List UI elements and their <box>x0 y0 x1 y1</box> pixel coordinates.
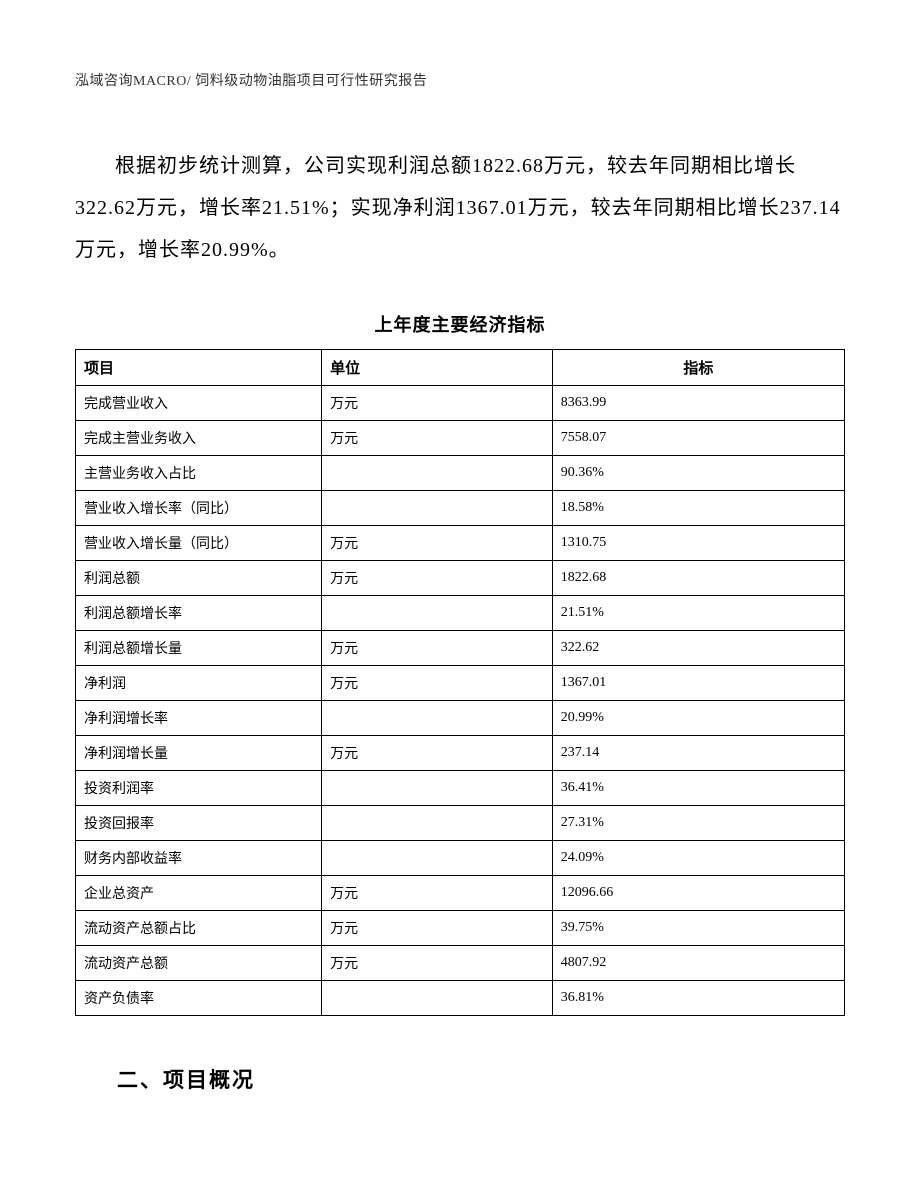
cell-item: 企业总资产 <box>76 876 322 911</box>
cell-value: 39.75% <box>552 911 844 946</box>
cell-unit <box>322 771 553 806</box>
cell-unit: 万元 <box>322 911 553 946</box>
cell-value: 1367.01 <box>552 666 844 701</box>
cell-unit <box>322 806 553 841</box>
cell-item: 资产负债率 <box>76 981 322 1016</box>
table-row: 净利润增长率 20.99% <box>76 701 845 736</box>
cell-item: 营业收入增长量（同比） <box>76 526 322 561</box>
cell-value: 27.31% <box>552 806 844 841</box>
economic-indicators-table: 项目 单位 指标 完成营业收入万元8363.99完成主营业务收入万元7558.0… <box>75 349 845 1016</box>
cell-value: 237.14 <box>552 736 844 771</box>
page-header: 泓域咨询MACRO/ 饲料级动物油脂项目可行性研究报告 <box>75 70 845 90</box>
cell-value: 4807.92 <box>552 946 844 981</box>
column-header-unit: 单位 <box>322 350 553 386</box>
table-row: 主营业务收入占比 90.36% <box>76 456 845 491</box>
cell-item: 营业收入增长率（同比） <box>76 491 322 526</box>
cell-value: 36.41% <box>552 771 844 806</box>
cell-value: 20.99% <box>552 701 844 736</box>
table-row: 利润总额增长率 21.51% <box>76 596 845 631</box>
cell-value: 18.58% <box>552 491 844 526</box>
cell-unit <box>322 701 553 736</box>
table-row: 财务内部收益率 24.09% <box>76 841 845 876</box>
cell-unit <box>322 841 553 876</box>
cell-item: 投资回报率 <box>76 806 322 841</box>
cell-unit: 万元 <box>322 421 553 456</box>
cell-item: 财务内部收益率 <box>76 841 322 876</box>
cell-value: 21.51% <box>552 596 844 631</box>
cell-item: 利润总额增长量 <box>76 631 322 666</box>
table-row: 资产负债率 36.81% <box>76 981 845 1016</box>
table-row: 利润总额万元1822.68 <box>76 561 845 596</box>
cell-unit: 万元 <box>322 736 553 771</box>
cell-item: 主营业务收入占比 <box>76 456 322 491</box>
cell-item: 投资利润率 <box>76 771 322 806</box>
table-row: 净利润万元1367.01 <box>76 666 845 701</box>
cell-item: 流动资产总额占比 <box>76 911 322 946</box>
cell-unit <box>322 456 553 491</box>
cell-unit: 万元 <box>322 946 553 981</box>
table-row: 完成营业收入万元8363.99 <box>76 386 845 421</box>
cell-item: 利润总额增长率 <box>76 596 322 631</box>
cell-value: 1822.68 <box>552 561 844 596</box>
cell-unit <box>322 981 553 1016</box>
cell-item: 净利润增长量 <box>76 736 322 771</box>
table-body: 完成营业收入万元8363.99完成主营业务收入万元7558.07主营业务收入占比… <box>76 386 845 1016</box>
cell-item: 净利润 <box>76 666 322 701</box>
table-row: 投资回报率 27.31% <box>76 806 845 841</box>
table-row: 完成主营业务收入万元7558.07 <box>76 421 845 456</box>
cell-value: 8363.99 <box>552 386 844 421</box>
cell-value: 322.62 <box>552 631 844 666</box>
cell-unit: 万元 <box>322 631 553 666</box>
table-row: 营业收入增长率（同比） 18.58% <box>76 491 845 526</box>
cell-unit: 万元 <box>322 526 553 561</box>
table-row: 利润总额增长量万元322.62 <box>76 631 845 666</box>
cell-value: 1310.75 <box>552 526 844 561</box>
cell-item: 完成主营业务收入 <box>76 421 322 456</box>
cell-value: 36.81% <box>552 981 844 1016</box>
cell-value: 12096.66 <box>552 876 844 911</box>
cell-item: 净利润增长率 <box>76 701 322 736</box>
cell-value: 7558.07 <box>552 421 844 456</box>
section-heading: 二、项目概况 <box>75 1064 845 1094</box>
table-row: 流动资产总额占比万元39.75% <box>76 911 845 946</box>
cell-item: 利润总额 <box>76 561 322 596</box>
cell-unit: 万元 <box>322 561 553 596</box>
table-header-row: 项目 单位 指标 <box>76 350 845 386</box>
table-row: 净利润增长量万元237.14 <box>76 736 845 771</box>
cell-item: 流动资产总额 <box>76 946 322 981</box>
cell-unit: 万元 <box>322 666 553 701</box>
body-paragraph: 根据初步统计测算，公司实现利润总额1822.68万元，较去年同期相比增长322.… <box>75 145 845 271</box>
cell-item: 完成营业收入 <box>76 386 322 421</box>
cell-value: 90.36% <box>552 456 844 491</box>
table-row: 企业总资产万元12096.66 <box>76 876 845 911</box>
table-row: 投资利润率 36.41% <box>76 771 845 806</box>
table-row: 营业收入增长量（同比）万元1310.75 <box>76 526 845 561</box>
cell-unit: 万元 <box>322 876 553 911</box>
cell-unit <box>322 596 553 631</box>
cell-unit: 万元 <box>322 386 553 421</box>
table-title: 上年度主要经济指标 <box>75 311 845 337</box>
table-row: 流动资产总额万元4807.92 <box>76 946 845 981</box>
cell-value: 24.09% <box>552 841 844 876</box>
column-header-value: 指标 <box>552 350 844 386</box>
column-header-item: 项目 <box>76 350 322 386</box>
cell-unit <box>322 491 553 526</box>
